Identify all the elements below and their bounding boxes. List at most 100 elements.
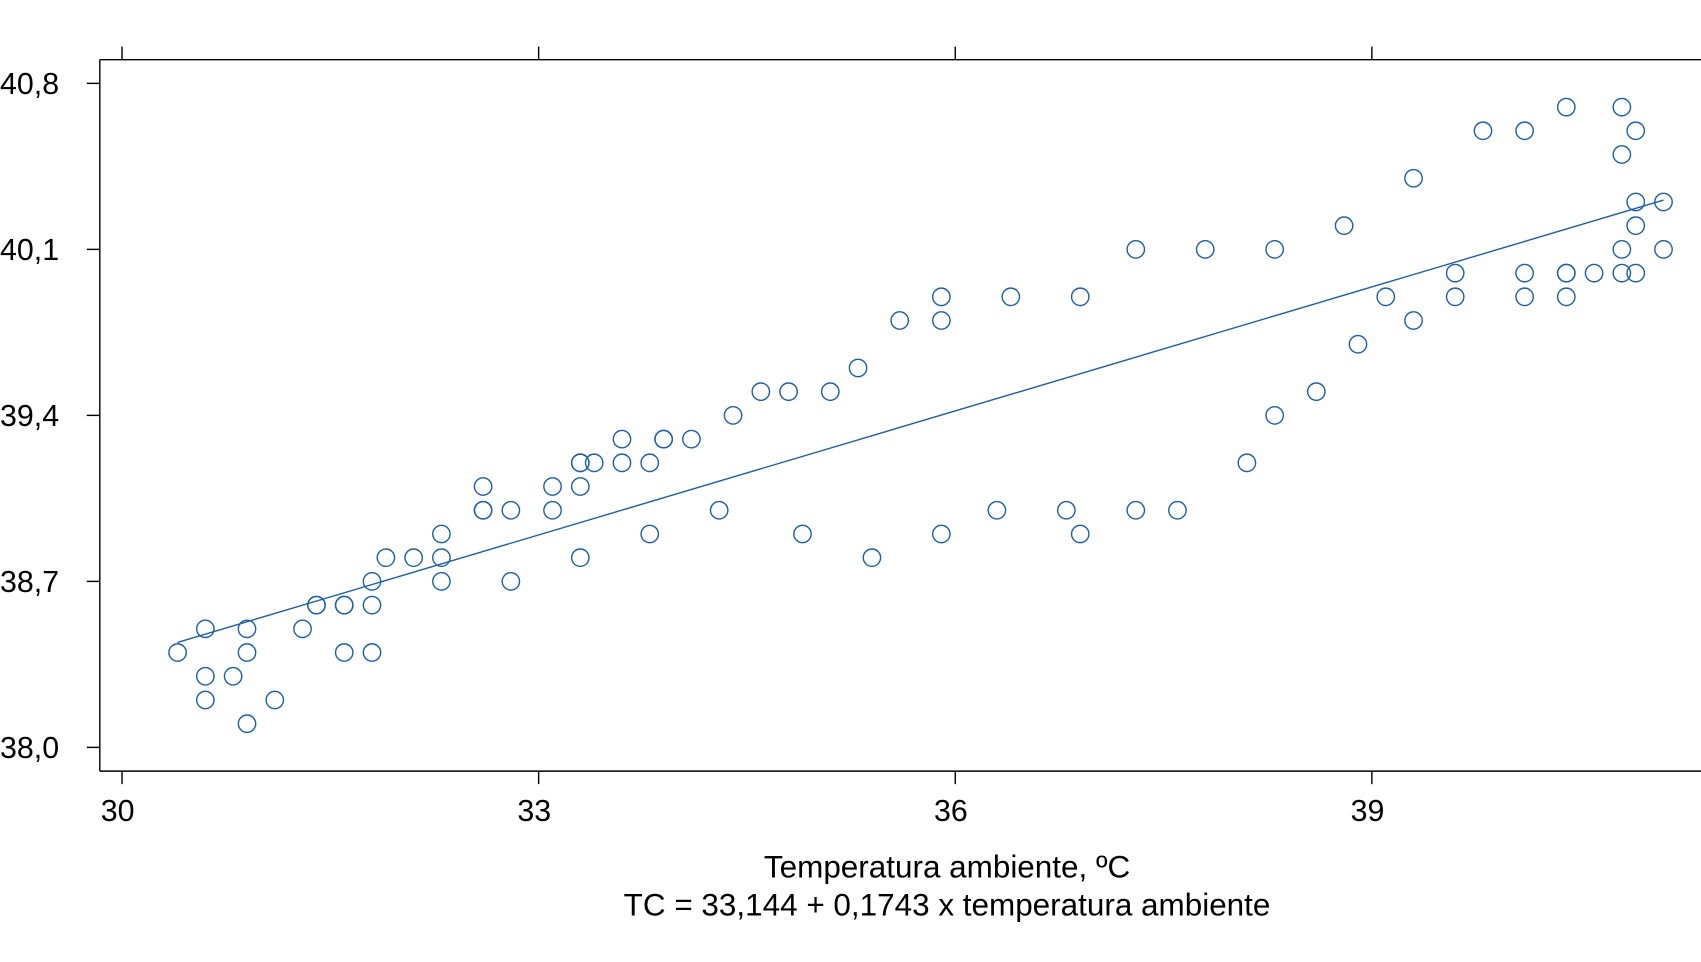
data-point: [1070, 287, 1090, 307]
data-point: [1612, 263, 1632, 283]
data-point: [334, 595, 354, 615]
data-point: [1306, 382, 1326, 402]
data-point: [1626, 192, 1646, 212]
data-point: [1265, 239, 1285, 259]
data-point: [362, 643, 382, 662]
data-point: [432, 524, 451, 544]
data-point: [1612, 97, 1632, 117]
data-point: [1473, 121, 1493, 141]
data-point: [612, 429, 632, 449]
data-points: [168, 97, 1673, 734]
data-point: [1584, 263, 1604, 283]
data-point: [1612, 145, 1632, 164]
data-point: [1056, 500, 1076, 520]
data-point: [682, 429, 701, 449]
axis-ticks: 30 33 36 39 38,0 38,7 39,4 40,1 40,8: [0, 46, 1385, 828]
x-axis-title: Temperatura ambiente, ºC: [764, 849, 1130, 884]
data-point: [570, 477, 590, 496]
data-point: [570, 453, 590, 473]
data-point: [237, 619, 257, 639]
data-point: [1237, 453, 1257, 473]
data-point: [473, 500, 493, 520]
data-point: [779, 382, 798, 402]
data-point: [987, 500, 1007, 520]
data-point: [1195, 239, 1215, 259]
data-point: [1556, 263, 1576, 283]
data-point: [1626, 216, 1646, 236]
data-point: [1654, 239, 1673, 259]
data-point: [890, 311, 910, 330]
data-point: [293, 619, 312, 639]
data-point: [931, 524, 951, 544]
x-tick-label: 33: [517, 795, 551, 828]
data-point: [404, 548, 424, 568]
x-tick-label: 39: [1351, 795, 1385, 828]
data-point: [1445, 263, 1465, 283]
data-point: [1556, 287, 1576, 307]
data-point: [820, 382, 840, 402]
data-point: [307, 595, 326, 615]
data-point: [432, 548, 451, 568]
data-point: [195, 690, 215, 710]
data-point: [793, 524, 812, 544]
data-point: [362, 595, 382, 615]
data-point: [640, 524, 660, 544]
data-point: [1168, 500, 1187, 520]
data-point: [168, 643, 187, 662]
data-point: [1515, 263, 1535, 283]
data-point: [612, 453, 632, 473]
y-tick-label: 38,7: [0, 566, 59, 599]
data-point: [1126, 500, 1146, 520]
data-point: [709, 500, 729, 520]
x-tick-label: 36: [934, 795, 968, 828]
data-point: [751, 382, 771, 402]
data-point: [376, 548, 396, 568]
data-point: [1001, 287, 1021, 307]
data-point: [1334, 216, 1354, 236]
data-point: [501, 572, 521, 591]
data-point: [334, 643, 354, 662]
fit-line: [177, 199, 1664, 644]
data-point: [1654, 192, 1673, 212]
data-point: [1348, 334, 1368, 354]
data-point: [1612, 239, 1632, 259]
x-tick-label: 30: [101, 795, 135, 828]
data-point: [543, 477, 562, 496]
plot-frame: [99, 58, 1701, 772]
data-point: [501, 500, 521, 520]
data-point: [543, 500, 562, 520]
data-point: [584, 453, 604, 473]
data-point: [848, 358, 868, 378]
data-point: [931, 287, 951, 307]
data-point: [1265, 406, 1285, 425]
data-point: [473, 477, 493, 496]
data-point: [362, 572, 382, 591]
data-point: [195, 619, 215, 639]
y-tick-label: 39,4: [0, 400, 59, 433]
data-point: [1626, 121, 1646, 141]
data-point: [432, 572, 451, 591]
data-point: [1404, 311, 1423, 330]
data-point: [862, 548, 882, 568]
data-point: [223, 666, 243, 686]
data-point: [1126, 239, 1146, 259]
data-point: [265, 690, 285, 710]
y-tick-label: 40,1: [0, 234, 59, 267]
regression-line: [177, 199, 1664, 644]
data-point: [1515, 121, 1535, 141]
equation-subtitle: TC = 33,144 + 0,1743 x temperatura ambie…: [624, 887, 1271, 922]
data-point: [1070, 524, 1090, 544]
data-point: [195, 666, 215, 686]
data-point: [723, 406, 743, 425]
data-point: [570, 548, 590, 568]
data-point: [1556, 97, 1576, 117]
y-tick-label: 38,0: [0, 732, 59, 765]
data-point: [1404, 168, 1423, 188]
data-point: [237, 643, 257, 662]
data-point: [237, 714, 257, 734]
data-point: [654, 429, 674, 449]
data-point: [1515, 287, 1535, 307]
data-point: [1376, 287, 1396, 307]
data-point: [931, 311, 951, 330]
